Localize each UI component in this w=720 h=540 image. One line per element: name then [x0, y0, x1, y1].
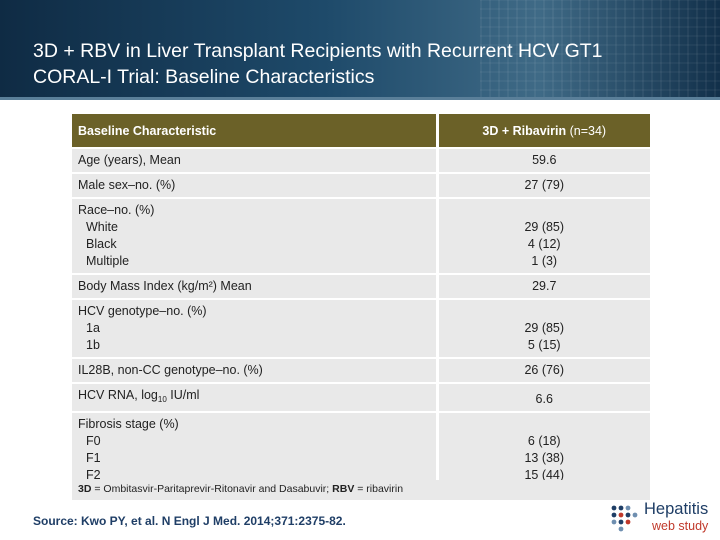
logo-text-web-study: web study — [652, 519, 709, 533]
row-value-genotype: 29 (85) 5 (15) — [435, 298, 650, 358]
row-label-il28b: IL28B, non-CC genotype–no. (%) — [72, 357, 437, 383]
slide-title: 3D + RBV in Liver Transplant Recipients … — [33, 38, 603, 90]
row-value-bmi: 29.7 — [435, 273, 650, 299]
hepatitis-web-study-logo: Hepatitis web study — [610, 500, 718, 536]
title-line-1: 3D + RBV in Liver Transplant Recipients … — [33, 40, 603, 62]
row-value-il28b: 26 (76) — [435, 357, 650, 383]
row-label-genotype: HCV genotype–no. (%) 1a 1b — [72, 298, 437, 358]
baseline-table: Baseline Characteristic 3D + Ribavirin (… — [72, 114, 650, 487]
table-row: Age (years), Mean 59.6 — [72, 147, 650, 173]
title-line-2: CORAL-I Trial: Baseline Characteristics — [33, 66, 375, 88]
row-label-male: Male sex–no. (%) — [72, 172, 437, 198]
table-row: Race–no. (%) White Black Multiple 29 (85… — [72, 197, 650, 274]
row-value-fibrosis: 6 (18) 13 (38) 15 (44) — [435, 411, 650, 487]
row-label-rna: HCV RNA, log10 IU/ml — [72, 382, 437, 412]
slide-header — [0, 0, 720, 100]
row-value-race: 29 (85) 4 (12) 1 (3) — [435, 197, 650, 274]
logo-text-hepatitis: Hepatitis — [644, 500, 709, 518]
header-characteristic: Baseline Characteristic — [72, 114, 437, 148]
row-value-rna: 6.6 — [435, 382, 650, 412]
table-row: Body Mass Index (kg/m²) Mean 29.7 — [72, 273, 650, 299]
abbreviation-footnote: 3D = Ombitasvir-Paritaprevir-Ritonavir a… — [72, 480, 650, 500]
row-label-fibrosis: Fibrosis stage (%) F0 F1 F2 — [72, 411, 437, 487]
header-bottom-bar — [0, 97, 720, 100]
row-label-race: Race–no. (%) White Black Multiple — [72, 197, 437, 274]
table-row: Male sex–no. (%) 27 (79) — [72, 172, 650, 198]
header-texture — [480, 0, 720, 100]
row-label-age: Age (years), Mean — [72, 147, 437, 173]
hepatitis-dots-icon — [611, 505, 638, 532]
table-header-row: Baseline Characteristic 3D + Ribavirin (… — [72, 114, 650, 148]
table-row: Fibrosis stage (%) F0 F1 F2 6 (18) 13 (3… — [72, 411, 650, 487]
source-citation: Source: Kwo PY, et al. N Engl J Med. 201… — [33, 514, 346, 528]
row-value-male: 27 (79) — [435, 172, 650, 198]
header-treatment: 3D + Ribavirin (n=34) — [435, 114, 650, 148]
table-row: HCV RNA, log10 IU/ml 6.6 — [72, 382, 650, 412]
table-row: IL28B, non-CC genotype–no. (%) 26 (76) — [72, 357, 650, 383]
table-row: HCV genotype–no. (%) 1a 1b 29 (85) 5 (15… — [72, 298, 650, 358]
row-value-age: 59.6 — [435, 147, 650, 173]
row-label-bmi: Body Mass Index (kg/m²) Mean — [72, 273, 437, 299]
